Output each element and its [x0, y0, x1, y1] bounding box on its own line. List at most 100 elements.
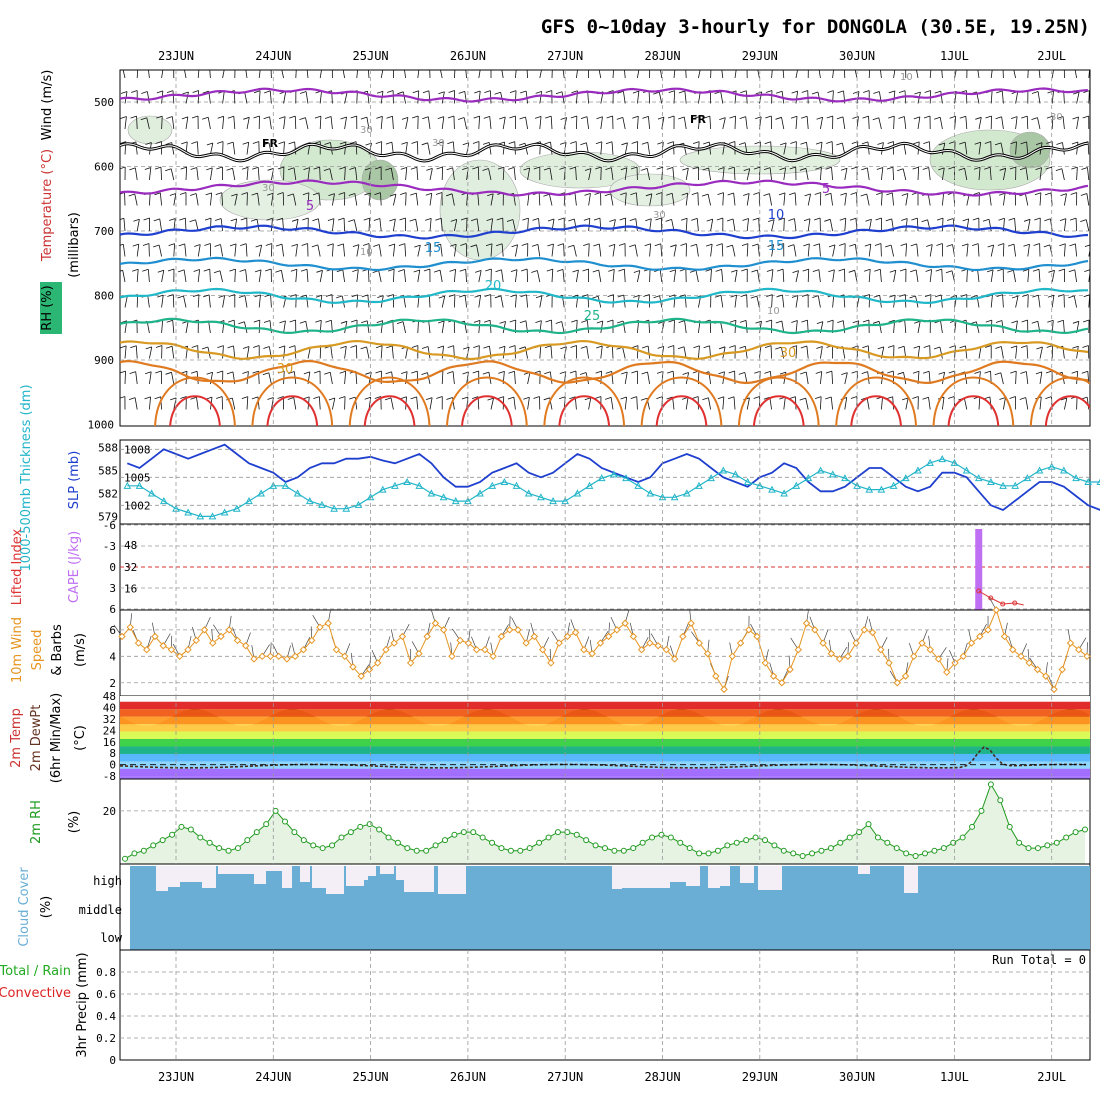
- wind-barb-flag: [765, 319, 772, 323]
- wind-barb: [842, 320, 846, 334]
- wind-barb-flag: [253, 319, 260, 323]
- wind-barb: [454, 294, 456, 308]
- wind10-marker: [233, 636, 242, 645]
- thickness-marker: [999, 481, 1007, 489]
- wind-barb-flag: [861, 141, 869, 145]
- temp2m-unit-label: (°C): [73, 725, 88, 751]
- wind-barb-flag: [999, 167, 1006, 171]
- wind-barb-flag: [933, 346, 941, 350]
- wind10-marker: [860, 626, 869, 634]
- wind10-marker: [126, 623, 134, 631]
- wind-barb: [317, 244, 321, 257]
- wind-barb-flag: [397, 91, 404, 95]
- rh2m-marker: [1034, 845, 1041, 852]
- wind-barb: [1039, 346, 1043, 359]
- wind-barb: [172, 90, 175, 104]
- wind-barb: [258, 244, 263, 257]
- wind-barb-flag: [982, 218, 990, 222]
- wind-barb-flag: [767, 244, 774, 247]
- wind-barb-flag: [120, 396, 126, 399]
- wind10-marker: [481, 645, 489, 654]
- wind-barb-flag: [519, 320, 527, 324]
- wind-barb-flag: [828, 244, 836, 248]
- wind-barb-flag: [482, 371, 490, 375]
- dewpt-label: 2m DewPt: [29, 705, 44, 772]
- temperature-label: 20: [485, 279, 502, 294]
- wind-barb: [295, 70, 297, 79]
- wind-barb: [830, 396, 833, 410]
- cloud-gap: [366, 866, 376, 876]
- wind-barb-flag: [802, 65, 808, 67]
- wind-barb: [234, 269, 236, 283]
- wind-barb-flag: [216, 370, 223, 374]
- wind-barb-flag: [951, 66, 957, 68]
- wind-barb: [390, 397, 394, 410]
- wind-barb-flag: [532, 218, 539, 221]
- wind-barb: [366, 320, 370, 334]
- wind-barb: [710, 269, 712, 283]
- wind-barb: [660, 70, 663, 79]
- wind-barb-flag: [277, 192, 284, 195]
- wind-barb-flag: [362, 243, 370, 246]
- wind-barb: [929, 244, 933, 257]
- wind-barb-flag: [155, 370, 162, 374]
- rh2m-marker: [790, 850, 797, 857]
- wind-barb-flag: [450, 219, 457, 222]
- wind-barb-flag: [388, 243, 395, 247]
- rh2m-marker: [573, 831, 580, 838]
- wind-barb-flag: [499, 116, 506, 120]
- wind-barb-flag: [887, 345, 895, 348]
- thickness-marker: [1023, 474, 1032, 482]
- thickness-marker: [987, 477, 995, 485]
- wind-barb-flag: [690, 243, 697, 247]
- date-tick-label: 27JUN: [547, 1070, 583, 1084]
- wind10-marker: [1033, 665, 1042, 674]
- cape-axis-label: CAPE (J/kg): [67, 531, 82, 603]
- wind-barb-flag: [569, 166, 576, 170]
- wind-barb: [916, 70, 919, 79]
- wind-barb-flag: [634, 66, 640, 68]
- date-tick-label: 24JUN: [255, 49, 291, 63]
- wind-barb-flag: [348, 219, 355, 223]
- temperature-contour: [120, 359, 1089, 385]
- thickness-marker: [585, 481, 594, 489]
- wind-barb: [732, 245, 736, 257]
- wind10-marker: [992, 606, 1000, 614]
- wind-barb-flag: [935, 268, 942, 272]
- rh2m-marker: [460, 829, 467, 836]
- cloud-gap: [622, 866, 670, 888]
- wind-barb-flag: [572, 269, 579, 273]
- wind-barb-flag: [399, 217, 406, 221]
- wind-barb: [551, 269, 554, 283]
- wind-barb-flag: [971, 66, 977, 68]
- rh2m-marker: [131, 850, 138, 857]
- wind-barb-flag: [128, 193, 135, 197]
- wind-barb-flag: [231, 193, 238, 197]
- wind-barb-flag: [985, 319, 992, 323]
- wind-barb: [490, 193, 494, 206]
- wind-barb: [210, 192, 213, 206]
- wind-barb-flag: [511, 65, 517, 67]
- wind10-marker: [209, 639, 217, 647]
- wind10-marker: [588, 649, 596, 658]
- wind-barb-flag: [375, 141, 382, 144]
- wind-barb-flag: [546, 65, 552, 67]
- wind-barb-flag: [1011, 295, 1019, 299]
- wind-barb: [990, 90, 993, 104]
- wind-barb-flag: [851, 166, 858, 170]
- wind-barb: [1073, 295, 1077, 308]
- wind-barb-flag: [242, 141, 249, 145]
- wind-barb: [1027, 244, 1030, 257]
- wind-barb-flag: [702, 167, 709, 171]
- wind-barb-flag: [792, 270, 799, 274]
- wind-barb-flag: [862, 115, 869, 119]
- wind-barb-flag: [275, 243, 283, 247]
- wind10-marker: [365, 665, 374, 674]
- wind-barb: [232, 142, 236, 155]
- wind-barb-flag: [994, 372, 1001, 376]
- rh2m-marker: [253, 829, 260, 836]
- wind-barb: [183, 269, 187, 283]
- wind-barb: [795, 295, 799, 308]
- wind-barb: [344, 92, 348, 104]
- wind-barb: [501, 269, 504, 283]
